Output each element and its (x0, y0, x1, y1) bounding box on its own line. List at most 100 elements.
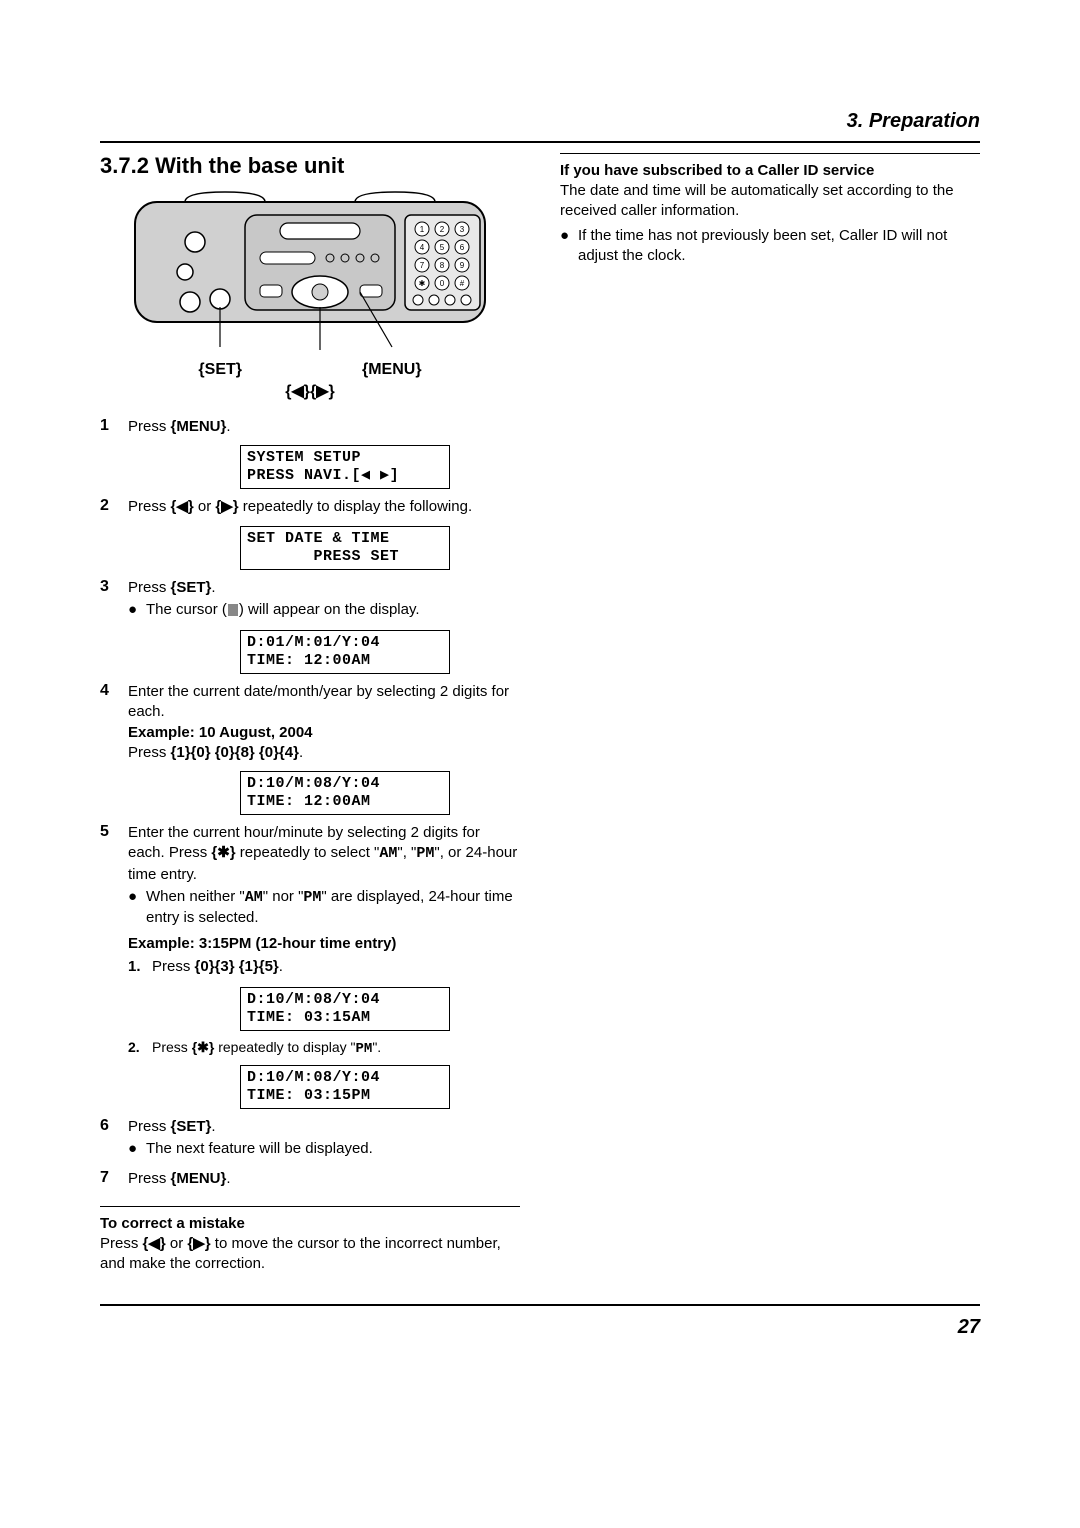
callerid-heading: If you have subscribed to a Caller ID se… (560, 162, 980, 179)
step-5b: 2. Press {✱} repeatedly to display "PM". (128, 1039, 520, 1057)
step-number: 5 (100, 823, 128, 979)
text: When neither " (146, 888, 245, 905)
svg-text:1: 1 (420, 225, 425, 234)
page: 3. Preparation 3.7.2 With the base unit (0, 0, 1080, 1379)
step-number: 7 (100, 1169, 128, 1189)
text: repeatedly to select " (236, 844, 380, 861)
lcd-line: TIME: 03:15AM (247, 1009, 371, 1026)
text: or (194, 498, 216, 515)
bullet-dot: ● (128, 887, 146, 929)
mono-text: PM (356, 1041, 373, 1057)
bullet: ● The cursor () will appear on the displ… (128, 600, 520, 620)
key-ref: {1}{0} {0}{8} {0}{4} (171, 744, 299, 761)
section-number: 3.7.2 (100, 153, 149, 178)
step-4: 4 Enter the current date/month/year by s… (100, 682, 520, 763)
text: The cursor ( (146, 601, 227, 618)
lcd-line: D:10/M:08/Y:04 (247, 775, 380, 792)
text: ". (372, 1039, 381, 1055)
svg-text:2: 2 (440, 225, 445, 234)
text: Press (100, 1235, 143, 1252)
bullet-text: If the time has not previously been set,… (578, 226, 980, 267)
step-number: 4 (100, 682, 128, 763)
divider (100, 1206, 520, 1207)
step-number: 6 (100, 1117, 128, 1162)
mono-text: PM (416, 845, 434, 862)
lcd-display-6: D:10/M:08/Y:04 TIME: 03:15PM (240, 1065, 450, 1109)
step-body: Enter the current hour/minute by selecti… (128, 823, 520, 979)
lcd-line: SYSTEM SETUP (247, 449, 361, 466)
section-title-text: With the base unit (155, 153, 344, 178)
text: " nor " (263, 888, 304, 905)
step-number: 2 (100, 497, 128, 517)
text: . (226, 1170, 230, 1187)
left-column: 3.7.2 With the base unit (100, 149, 520, 1274)
divider (560, 153, 980, 154)
bullet-text: When neither "AM" nor "PM" are displayed… (146, 887, 520, 929)
menu-label: {MENU} (362, 361, 422, 379)
text: Press (128, 579, 171, 596)
example-label: Example: 3:15PM (12-hour time entry) (128, 934, 520, 954)
lcd-line: SET DATE & TIME (247, 530, 390, 547)
step-body: Enter the current date/month/year by sel… (128, 682, 520, 763)
example-label: Example: 10 August, 2004 (128, 724, 313, 741)
bullet-text: The cursor ( ) will appear on the display… (146, 600, 420, 620)
text: Press (128, 418, 171, 435)
substep-body: Press {✱} repeatedly to display "PM". (152, 1039, 381, 1057)
text: repeatedly to display " (214, 1039, 355, 1055)
key-ref: {MENU} (171, 418, 227, 435)
step-6: 6 Press {SET}. ● The next feature will b… (100, 1117, 520, 1162)
step-1: 1 Press {MENU}. (100, 417, 520, 437)
header-rule (100, 141, 980, 143)
text: Press (128, 1118, 171, 1135)
svg-text:4: 4 (420, 243, 425, 252)
svg-text:3: 3 (460, 225, 465, 234)
footer-rule (100, 1304, 980, 1306)
step-3: 3 Press {SET}. ● The cursor () will appe… (100, 578, 520, 623)
bullet: ● When neither "AM" nor "PM" are display… (128, 887, 520, 929)
svg-text:0: 0 (440, 279, 445, 288)
step-5: 5 Enter the current hour/minute by selec… (100, 823, 520, 979)
text: Press (128, 1170, 171, 1187)
svg-text:6: 6 (460, 243, 465, 252)
text: Press (152, 958, 195, 975)
text: . (211, 579, 215, 596)
step-number: 3 (100, 578, 128, 623)
key-ref: {0}{3} {1}{5} (195, 958, 279, 975)
substep-number: 1. (128, 957, 152, 977)
text: ) will appear on the display. (239, 601, 420, 618)
key-ref: {▶} (215, 498, 238, 515)
svg-text:#: # (460, 279, 465, 288)
cursor-icon (228, 604, 238, 616)
chapter-title: 3. Preparation (100, 110, 980, 133)
lcd-display-4: D:10/M:08/Y:04 TIME: 12:00AM (240, 771, 450, 815)
button-labels-row: {SET} {MENU} (100, 361, 520, 379)
nav-arrows-label: {◀}{▶} (100, 381, 520, 401)
step-number: 1 (100, 417, 128, 437)
page-number: 27 (100, 1316, 980, 1339)
lcd-line: TIME: 03:15PM (247, 1087, 371, 1104)
lcd-display-3: D:01/M:01/Y:04 TIME: 12:00AM (240, 630, 450, 674)
lcd-line: D:10/M:08/Y:04 (247, 991, 380, 1008)
text: . (211, 1118, 215, 1135)
key-ref: {MENU} (171, 1170, 227, 1187)
lcd-line: TIME: 12:00AM (247, 793, 371, 810)
substep-body: Press {0}{3} {1}{5}. (152, 957, 283, 977)
text: Press (128, 744, 171, 761)
svg-text:✱: ✱ (419, 279, 426, 288)
mono-text: AM (245, 889, 263, 906)
lcd-display-2: SET DATE & TIME PRESS SET (240, 526, 450, 570)
step-body: Press {◀} or {▶} repeatedly to display t… (128, 497, 520, 517)
right-column: If you have subscribed to a Caller ID se… (560, 149, 980, 1274)
section-title: 3.7.2 With the base unit (100, 153, 520, 179)
text: . (226, 418, 230, 435)
correct-heading: To correct a mistake (100, 1215, 520, 1232)
bullet-dot: ● (560, 226, 578, 267)
callerid-paragraph: The date and time will be automatically … (560, 181, 980, 222)
text: ", " (397, 844, 416, 861)
key-ref: {✱} (192, 1039, 215, 1055)
substep-1: 1. Press {0}{3} {1}{5}. (128, 957, 520, 977)
svg-text:9: 9 (460, 261, 465, 270)
key-ref: {◀} (143, 1235, 166, 1252)
lcd-line: TIME: 12:00AM (247, 652, 371, 669)
text: Press (128, 498, 171, 515)
